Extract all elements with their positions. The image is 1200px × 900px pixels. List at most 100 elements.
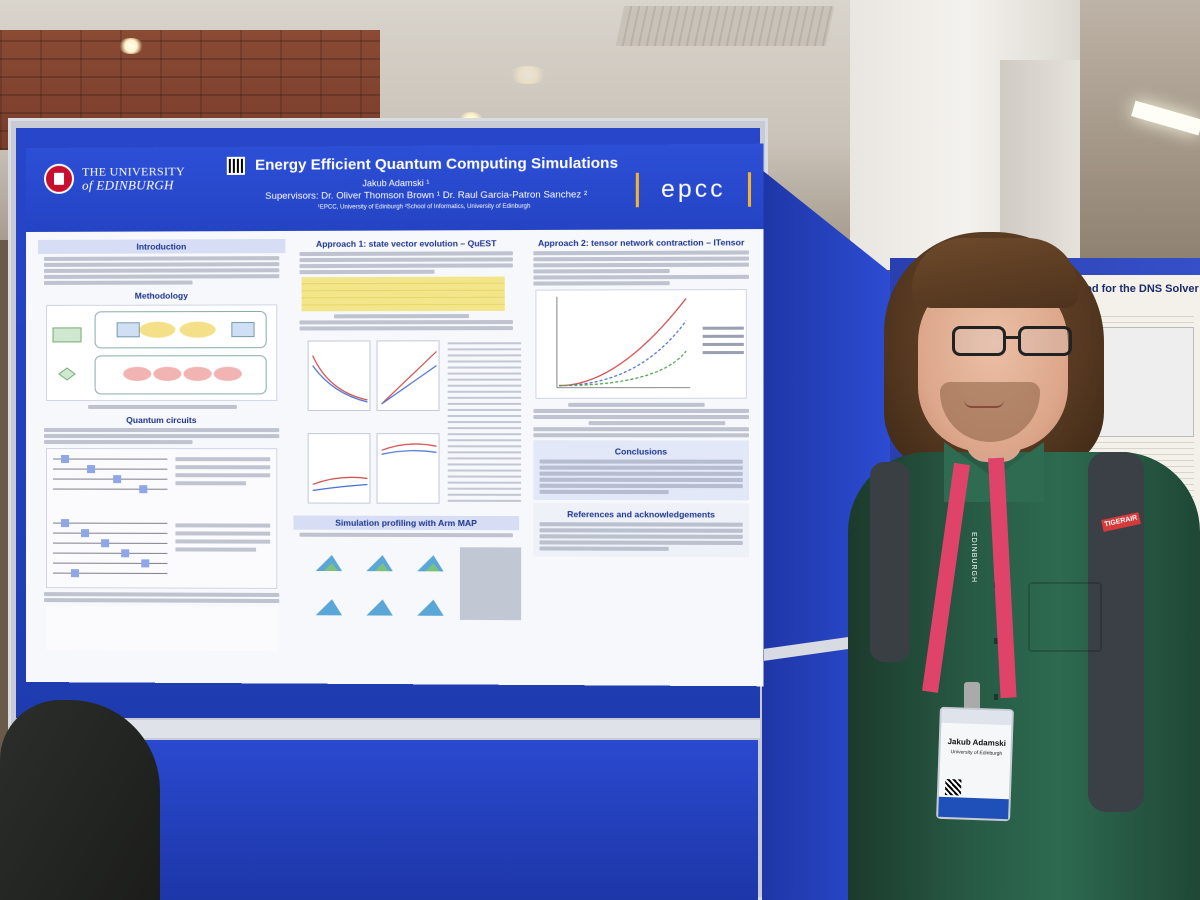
circuit-graphic xyxy=(47,449,276,588)
text-line xyxy=(533,427,749,431)
plot-panel xyxy=(377,340,440,411)
text-line xyxy=(88,405,236,409)
text-line xyxy=(540,540,743,545)
gate-equations xyxy=(46,606,277,651)
ceiling-light xyxy=(118,38,144,54)
glasses-icon xyxy=(952,326,1076,362)
name-badge: Jakub Adamski University of Edinburgh xyxy=(936,707,1014,822)
research-poster: THE UNIVERSITY of EDINBURGH Energy Effic… xyxy=(26,144,763,687)
presenter: TIGERAIR EDINBURGH Jakub Adamski Univers… xyxy=(848,232,1200,900)
text-line xyxy=(540,466,743,470)
poster-header: THE UNIVERSITY of EDINBURGH Energy Effic… xyxy=(26,144,763,232)
text-line xyxy=(540,472,743,476)
poster-column-middle: Approach 1: state vector evolution – QuE… xyxy=(293,236,519,630)
text-line xyxy=(540,546,669,550)
text-line xyxy=(44,262,279,267)
text-line xyxy=(533,269,670,273)
plot-curve xyxy=(378,434,441,505)
text-line xyxy=(44,598,279,603)
text-line xyxy=(300,320,513,324)
text-line xyxy=(533,275,749,280)
conclusions-box: Conclusions xyxy=(533,440,749,500)
text-line xyxy=(540,490,669,494)
poster-column-left: Introduction Methodology xyxy=(38,237,285,655)
tensor-runtime-plot xyxy=(535,289,746,399)
badge-name: Jakub Adamski xyxy=(945,737,1009,748)
poster-author: Jakub Adamski ¹ xyxy=(362,178,429,188)
poster-column-right: Approach 2: tensor network contraction –… xyxy=(527,235,755,560)
backpack-strap xyxy=(870,462,910,662)
presenter-smile xyxy=(964,400,1004,408)
section-title: Methodology xyxy=(38,290,285,301)
section-title: Approach 2: tensor network contraction –… xyxy=(527,237,755,248)
flowchart-graphic xyxy=(47,305,276,400)
text-line xyxy=(540,528,743,533)
text-line xyxy=(300,251,513,256)
profiling-graphic xyxy=(302,541,528,627)
glasses-lens xyxy=(952,326,1006,356)
text-line xyxy=(533,415,749,419)
foreground-person-shoulder xyxy=(0,700,160,900)
text-line xyxy=(44,281,192,285)
text-line xyxy=(533,433,749,437)
text-line xyxy=(533,281,670,285)
university-name: THE UNIVERSITY of EDINBURGH xyxy=(82,165,185,192)
text-line xyxy=(44,256,279,261)
university-name-line: of EDINBURGH xyxy=(82,178,185,192)
ceiling-light xyxy=(508,66,548,84)
badge-qr-icon xyxy=(945,779,962,796)
text-line xyxy=(533,263,749,268)
presenter-fringe xyxy=(912,238,1078,308)
text-line xyxy=(300,257,513,262)
plot-curve xyxy=(309,341,372,412)
text-line xyxy=(334,314,469,318)
badge-organisation: University of Edinburgh xyxy=(944,749,1008,757)
text-line xyxy=(300,533,513,538)
profiling-charts xyxy=(302,541,511,626)
section-title: Approach 1: state vector evolution – QuE… xyxy=(293,238,519,249)
text-line xyxy=(44,440,192,444)
text-line xyxy=(568,403,705,407)
memory-table xyxy=(302,277,505,312)
plot-notes xyxy=(448,340,521,502)
text-line xyxy=(533,250,749,255)
shirt-pocket xyxy=(1028,582,1102,652)
university-crest-icon xyxy=(44,164,74,194)
text-line xyxy=(300,270,435,274)
text-line xyxy=(540,459,743,463)
section-title: Simulation profiling with Arm MAP xyxy=(293,516,519,531)
circuit-diagrams xyxy=(46,448,277,589)
qr-code-icon xyxy=(227,157,245,175)
text-line xyxy=(533,257,749,262)
poster-affiliations: ¹EPCC, University of Edinburgh ²School o… xyxy=(318,204,531,211)
text-line xyxy=(44,592,279,597)
poster-supervisors: Supervisors: Dr. Oliver Thomson Brown ¹ … xyxy=(265,189,587,202)
section-title: Introduction xyxy=(38,239,285,254)
text-line xyxy=(44,268,279,273)
frequency-plots xyxy=(302,334,511,512)
plot-curve xyxy=(378,341,441,412)
section-title: Quantum circuits xyxy=(38,415,285,425)
ceiling-vent xyxy=(616,6,835,46)
section-title: References and acknowledgements xyxy=(533,509,749,520)
text-line xyxy=(44,434,279,438)
plot-curve xyxy=(309,434,372,505)
text-line xyxy=(589,421,726,425)
poster-title: Energy Efficient Quantum Computing Simul… xyxy=(255,155,618,174)
glasses-lens xyxy=(1018,326,1072,356)
badge-footer xyxy=(938,797,1009,819)
lanyard-text: EDINBURGH xyxy=(970,532,977,583)
plot-panel xyxy=(308,433,371,504)
badge-header xyxy=(941,709,1011,725)
section-title: Conclusions xyxy=(533,446,749,456)
runtime-graphic xyxy=(536,290,762,398)
text-line xyxy=(540,484,743,488)
text-line xyxy=(300,263,513,268)
text-line xyxy=(540,534,743,539)
methodology-flowchart xyxy=(46,304,277,401)
epcc-logo: epcc xyxy=(636,172,751,207)
plot-panel xyxy=(377,433,440,504)
plot-panel xyxy=(308,340,371,411)
text-line xyxy=(540,522,743,527)
